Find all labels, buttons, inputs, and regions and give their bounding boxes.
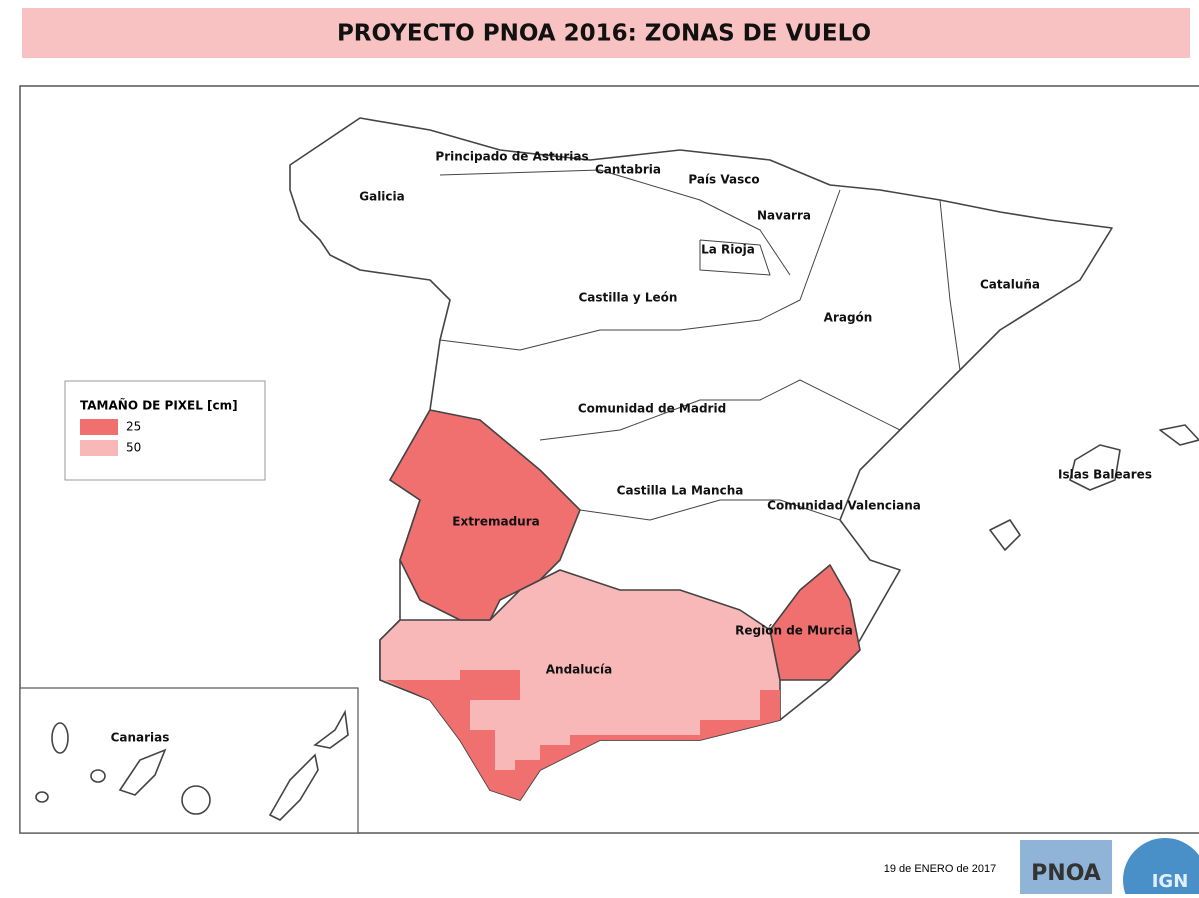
map xyxy=(289,117,1199,801)
border xyxy=(439,189,841,351)
legend-label: 25 xyxy=(126,420,141,434)
murcia xyxy=(769,564,861,681)
mallorca xyxy=(1069,444,1121,491)
island xyxy=(35,791,49,803)
menorca xyxy=(1159,424,1199,446)
legend-label: 50 xyxy=(126,441,141,455)
region-label: Canarias xyxy=(111,731,170,745)
logo-ign xyxy=(1123,838,1199,898)
border xyxy=(939,199,961,371)
legend: 25 50 xyxy=(80,419,141,456)
title-bar xyxy=(22,8,1190,58)
island xyxy=(118,748,167,796)
island xyxy=(90,769,106,783)
andalucia-25 xyxy=(385,670,780,800)
border xyxy=(699,239,771,276)
region-label: Región de Murcia xyxy=(735,624,853,638)
region-label: Castilla La Mancha xyxy=(617,484,744,498)
logo-pnoa-text: PNOA xyxy=(1031,861,1101,886)
logo-pnoa xyxy=(1020,840,1112,894)
date: 19 de ENERO de 2017 xyxy=(884,863,997,875)
region-label: Cantabria xyxy=(595,163,661,177)
title: PROYECTO PNOA 2016: ZONAS DE VUELO xyxy=(337,21,871,47)
region-label: Islas Baleares xyxy=(1058,468,1152,482)
region-label: Extremadura xyxy=(452,515,539,529)
region-label: Comunidad de Madrid xyxy=(578,402,726,416)
logo-ign-text: IGN xyxy=(1152,871,1189,892)
canarias-islands xyxy=(35,709,349,821)
extremadura xyxy=(389,409,581,621)
ibiza xyxy=(989,519,1021,551)
region-labels: Principado de Asturias Cantabria País Vasc… xyxy=(111,150,1152,745)
border xyxy=(579,499,841,521)
legend-swatch xyxy=(80,419,118,435)
island xyxy=(313,709,349,749)
legend-swatch xyxy=(80,440,118,456)
island xyxy=(268,753,319,821)
island xyxy=(181,785,211,815)
region-label: Principado de Asturias xyxy=(435,150,588,164)
region-label: La Rioja xyxy=(701,243,755,257)
region-label: Galicia xyxy=(359,190,405,204)
region-label: Navarra xyxy=(757,209,811,223)
region-label: Comunidad Valenciana xyxy=(767,499,921,513)
region-label: Cataluña xyxy=(980,278,1040,292)
legend-title: TAMAÑO DE PIXEL [cm] xyxy=(80,398,238,413)
border xyxy=(439,169,791,276)
region-label: Aragón xyxy=(824,311,873,325)
border xyxy=(539,379,901,441)
island xyxy=(51,722,69,754)
region-label: Andalucía xyxy=(546,663,613,677)
region-label: País Vasco xyxy=(688,173,759,187)
region-label: Castilla y León xyxy=(579,291,678,305)
